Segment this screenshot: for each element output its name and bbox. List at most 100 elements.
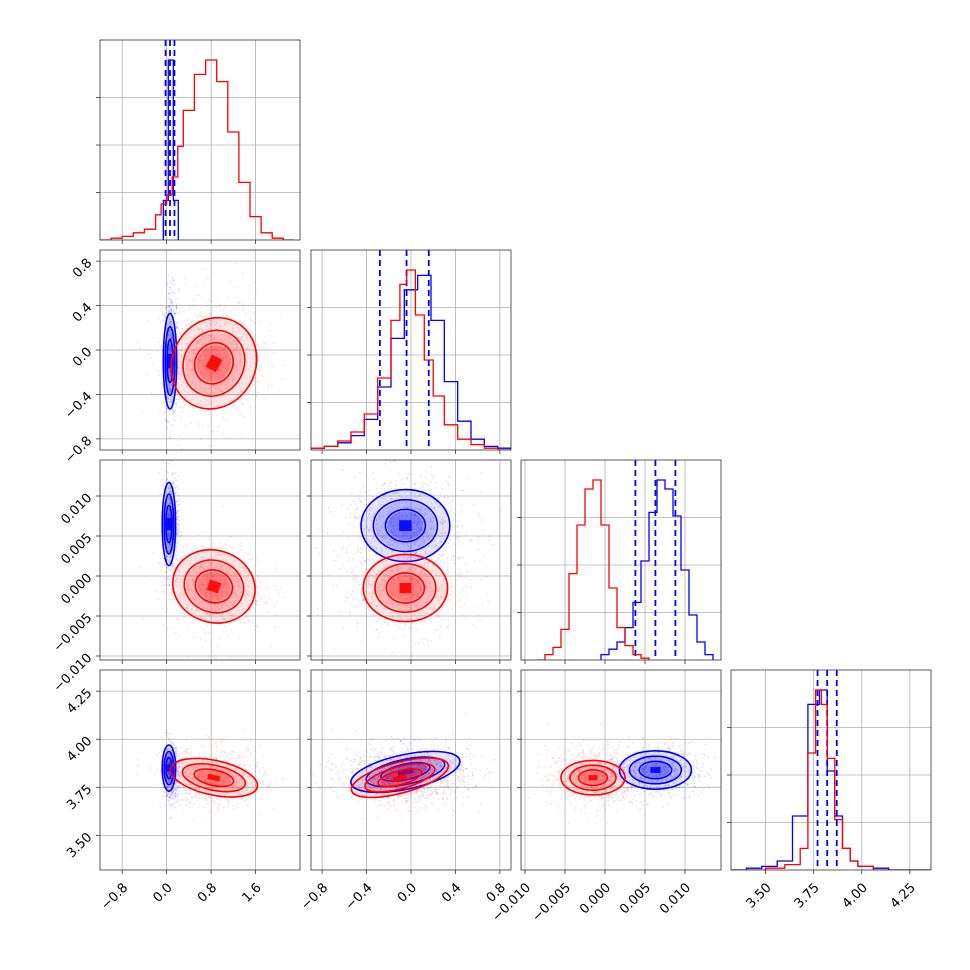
sample-point	[173, 788, 176, 790]
sample-point	[173, 803, 175, 806]
sample-point	[373, 571, 376, 573]
sample-point	[432, 476, 435, 479]
sample-point	[169, 375, 172, 378]
sample-point	[168, 549, 171, 552]
sample-point	[204, 640, 207, 642]
sample-point	[184, 748, 187, 751]
sample-point	[405, 581, 408, 583]
sample-point	[275, 567, 277, 570]
sample-point	[432, 539, 435, 542]
sample-point	[182, 546, 185, 548]
sample-point	[198, 380, 201, 382]
sample-point	[341, 469, 344, 472]
sample-point	[196, 609, 199, 612]
sample-point	[359, 561, 362, 564]
sample-point	[386, 565, 389, 567]
sample-point	[166, 559, 169, 561]
sample-point	[218, 373, 220, 376]
sample-point	[404, 613, 407, 616]
sample-point	[210, 323, 212, 325]
sample-point	[224, 617, 227, 620]
sample-point	[406, 515, 409, 517]
sample-point	[178, 586, 181, 589]
sample-point	[171, 792, 174, 795]
sample-point	[166, 407, 169, 410]
sample-point	[239, 605, 242, 608]
sample-point	[176, 754, 178, 757]
sample-point	[393, 541, 395, 544]
sample-point	[170, 322, 173, 325]
sample-point	[392, 514, 394, 517]
sample-point	[187, 624, 190, 627]
sample-point	[167, 496, 170, 499]
sample-point	[172, 781, 175, 784]
sample-point	[167, 292, 170, 294]
sample-point	[177, 289, 180, 291]
sample-point	[389, 580, 392, 583]
sample-point	[368, 593, 371, 595]
sample-point	[208, 445, 211, 448]
sample-point	[402, 635, 404, 638]
sample-point	[398, 565, 401, 568]
sample-point	[382, 516, 385, 518]
sample-point	[390, 591, 393, 594]
sample-point	[226, 350, 228, 352]
sample-point	[194, 796, 197, 798]
sample-point	[168, 762, 171, 765]
sample-point	[168, 771, 171, 774]
sample-point	[168, 321, 171, 323]
sample-point	[193, 348, 195, 351]
sample-point	[426, 564, 429, 567]
sample-point	[170, 490, 173, 493]
sample-point	[405, 518, 408, 520]
sample-point	[155, 589, 158, 592]
sample-point	[258, 595, 260, 598]
sample-point	[238, 609, 241, 612]
sample-point	[399, 495, 402, 498]
sample-point	[167, 775, 170, 778]
sample-point	[208, 334, 210, 337]
sample-point	[176, 528, 179, 531]
sample-point	[163, 475, 166, 478]
sample-point	[436, 515, 439, 517]
sample-point	[168, 775, 170, 778]
sample-point	[175, 576, 177, 578]
sample-point	[170, 817, 173, 820]
sample-point	[186, 318, 189, 321]
sample-point	[219, 322, 221, 325]
sample-point	[383, 498, 386, 501]
sample-point	[211, 337, 213, 340]
sample-point	[480, 490, 482, 493]
sample-point	[403, 559, 405, 562]
sample-point	[166, 555, 169, 558]
sample-point	[195, 787, 197, 790]
sample-point	[201, 566, 204, 568]
sample-point	[411, 584, 414, 587]
sample-point	[201, 330, 204, 332]
sample-point	[391, 531, 394, 534]
sample-point	[166, 502, 169, 505]
sample-point	[186, 391, 189, 394]
sample-point	[260, 580, 263, 582]
sample-point	[201, 425, 204, 428]
sample-point	[428, 509, 430, 512]
sample-point	[254, 765, 257, 767]
sample-point	[419, 557, 422, 559]
sample-point	[452, 519, 455, 522]
sample-point	[442, 537, 445, 540]
sample-point	[172, 337, 174, 339]
sample-point	[168, 462, 171, 465]
sample-point	[175, 746, 177, 749]
sample-point	[170, 541, 173, 544]
sample-point	[223, 601, 226, 604]
sample-point	[391, 651, 394, 654]
sample-point	[227, 323, 230, 325]
sample-point	[170, 308, 173, 310]
sample-point	[172, 304, 175, 307]
sample-point	[222, 768, 225, 771]
sample-point	[341, 547, 343, 550]
sample-point	[195, 297, 198, 300]
sample-point	[202, 342, 205, 345]
sample-point	[168, 584, 171, 587]
sample-point	[466, 571, 469, 574]
